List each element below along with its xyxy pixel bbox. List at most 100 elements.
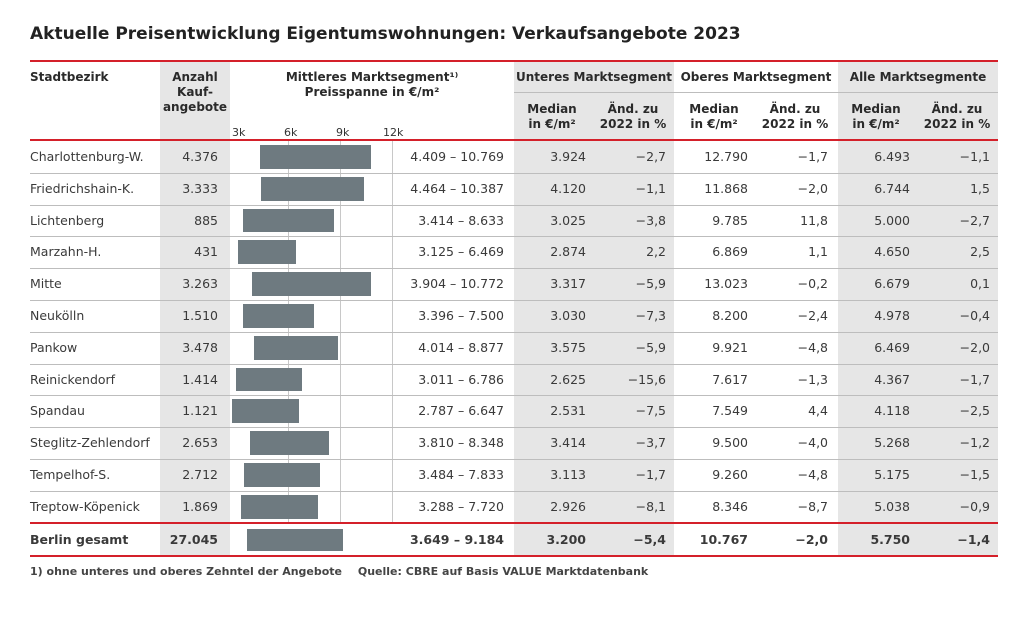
range-bar xyxy=(238,240,297,265)
range-label: 3.810 – 8.348 xyxy=(418,435,504,451)
all-change-value: 0,1 xyxy=(970,276,990,292)
high-change-value: −4,8 xyxy=(797,339,828,355)
all-median-value: 6.744 xyxy=(874,180,910,196)
low-median-value: 3.414 xyxy=(550,435,586,451)
district-label: Spandau xyxy=(30,403,85,419)
high-change-value: −2,0 xyxy=(797,180,828,196)
low-segment-shade xyxy=(514,61,674,556)
footnote: 1) ohne unteres und oberes Zehntel der A… xyxy=(30,565,343,578)
low-median-value: 2.926 xyxy=(550,498,586,514)
all-change-value: −2,7 xyxy=(959,212,990,228)
subheader-high-change: Änd. zu 2022 in % xyxy=(761,102,829,131)
bar-gridline xyxy=(392,141,393,522)
range-bar xyxy=(236,367,302,392)
low-change-value: −1,7 xyxy=(635,466,666,482)
all-change-value: −0,9 xyxy=(959,498,990,514)
range-bar xyxy=(242,304,314,328)
low-change-value: −2,7 xyxy=(635,148,666,164)
source-note: Quelle: CBRE auf Basis VALUE Marktdatenb… xyxy=(357,565,649,578)
range-bar xyxy=(247,529,344,551)
high-median-value: 9.500 xyxy=(712,435,748,451)
low-change-value: −3,8 xyxy=(635,212,666,228)
row-divider xyxy=(30,363,998,365)
low-median-value: 3.113 xyxy=(550,466,586,482)
row-divider xyxy=(30,395,998,397)
all-change-value: −1,5 xyxy=(959,466,990,482)
district-label: Mitte xyxy=(30,276,62,292)
high-median-value: 9.785 xyxy=(712,212,748,228)
count-value: 3.263 xyxy=(182,276,218,292)
count-value: 1.121 xyxy=(182,403,218,419)
low-median-value: 3.200 xyxy=(546,532,586,547)
low-median-value: 3.575 xyxy=(550,339,586,355)
bar-gridline xyxy=(288,141,289,522)
range-bar xyxy=(243,208,334,233)
all-change-value: −1,4 xyxy=(957,532,990,547)
range-bar xyxy=(261,176,365,201)
top-rule xyxy=(30,60,998,62)
header-all-segments: Alle Marktsegmente xyxy=(849,70,987,84)
range-bar xyxy=(241,494,318,519)
all-change-value: −2,5 xyxy=(959,403,990,419)
district-label: Tempelhof-S. xyxy=(30,466,111,482)
low-median-value: 2.531 xyxy=(550,403,586,419)
high-change-value: −2,0 xyxy=(795,532,828,547)
range-label: 2.787 – 6.647 xyxy=(418,403,504,419)
count-value: 1.869 xyxy=(182,498,218,514)
range-bar xyxy=(253,335,338,360)
all-change-value: 1,5 xyxy=(970,180,990,196)
header-mid-line1: Mittleres Marktsegment¹⁾ xyxy=(285,70,459,84)
header-mid-line2: Preisspanne in €/m² xyxy=(304,85,440,99)
all-segment-shade xyxy=(838,61,998,556)
high-median-value: 8.346 xyxy=(712,498,748,514)
range-label: 3.396 – 7.500 xyxy=(418,307,504,323)
tick-label-9k: 9k xyxy=(336,126,350,139)
high-change-value: 4,4 xyxy=(808,403,828,419)
low-change-value: −15,6 xyxy=(627,371,666,387)
low-change-value: −1,1 xyxy=(635,180,666,196)
high-change-value: −4,8 xyxy=(797,466,828,482)
header-count-line1: Anzahl xyxy=(172,70,218,84)
count-value: 27.045 xyxy=(169,532,218,547)
low-median-value: 3.924 xyxy=(550,148,586,164)
all-median-value: 5.175 xyxy=(874,466,910,482)
header-count-line3: angebote xyxy=(162,100,228,114)
range-label: 4.464 – 10.387 xyxy=(410,180,504,196)
district-label: Neukölln xyxy=(30,307,85,323)
all-median-value: 4.650 xyxy=(874,244,910,260)
count-value: 2.712 xyxy=(182,466,218,482)
district-label: Marzahn-H. xyxy=(30,244,102,260)
footer: 1) ohne unteres und oberes Zehntel der A… xyxy=(30,565,660,578)
high-change-value: −4,0 xyxy=(797,435,828,451)
all-median-value: 6.493 xyxy=(874,148,910,164)
low-change-value: −5,9 xyxy=(635,339,666,355)
count-value: 431 xyxy=(194,244,218,260)
subheader-all-change: Änd. zu 2022 in % xyxy=(923,102,991,131)
all-median-value: 5.038 xyxy=(874,498,910,514)
high-change-value: −1,3 xyxy=(797,371,828,387)
header-high-segment: Oberes Marktsegment xyxy=(680,70,832,84)
bar-gridline xyxy=(340,141,341,522)
low-change-value: −5,4 xyxy=(633,532,666,547)
count-value: 3.333 xyxy=(182,180,218,196)
all-median-value: 4.978 xyxy=(874,307,910,323)
count-value: 885 xyxy=(194,212,218,228)
chart-title: Aktuelle Preisentwicklung Eigentumswohnu… xyxy=(30,24,741,44)
high-change-value: −2,4 xyxy=(797,307,828,323)
high-median-value: 10.767 xyxy=(699,532,748,547)
high-median-value: 12.790 xyxy=(704,148,748,164)
count-value: 3.478 xyxy=(182,339,218,355)
district-label: Charlottenburg-W. xyxy=(30,148,144,164)
high-change-value: 1,1 xyxy=(808,244,828,260)
all-change-value: −2,0 xyxy=(959,339,990,355)
district-label: Lichtenberg xyxy=(30,212,105,228)
header-mid-segment: Mittleres Marktsegment¹⁾ Preisspanne in … xyxy=(232,70,512,100)
range-bar xyxy=(251,272,371,296)
high-median-value: 9.260 xyxy=(712,466,748,482)
count-value: 1.414 xyxy=(182,371,218,387)
tick-label-3k: 3k xyxy=(232,126,246,139)
row-divider xyxy=(30,427,998,429)
all-median-value: 5.750 xyxy=(870,532,910,547)
low-change-value: −8,1 xyxy=(635,498,666,514)
all-median-value: 5.000 xyxy=(874,212,910,228)
